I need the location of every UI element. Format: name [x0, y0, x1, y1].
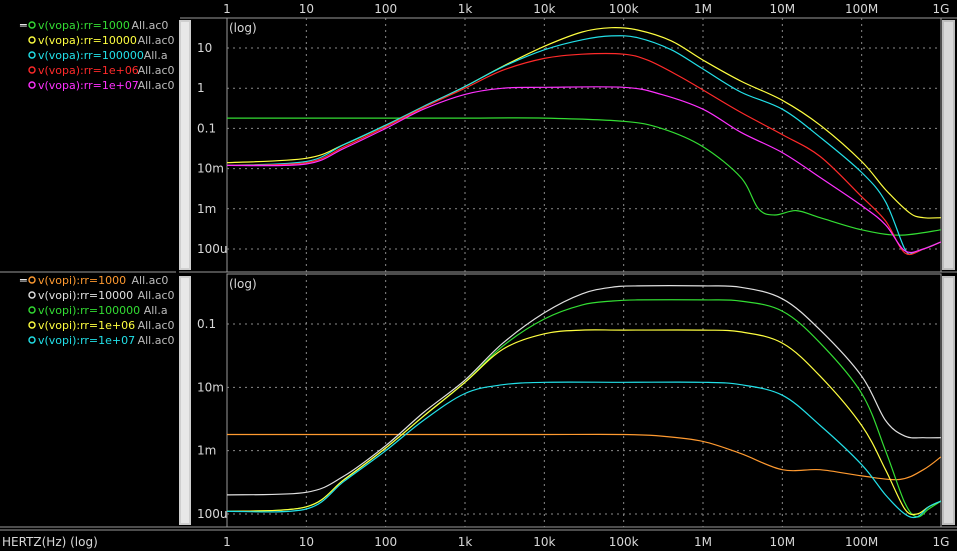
- legend-series-name[interactable]: v(vopi):rr=1e+07: [38, 334, 135, 347]
- legend-marker-first: ═: [19, 19, 27, 32]
- x-tick-bottom-label: 10: [299, 535, 314, 549]
- y-tick-label: 100u: [197, 242, 228, 256]
- y-scrollbar-thumb[interactable]: [181, 278, 189, 523]
- legend-run-name: All.ac0: [138, 334, 175, 347]
- x-tick-top-label: 1G: [933, 2, 950, 16]
- y-tick-label: 10m: [197, 380, 224, 394]
- x-tick-top-label: 1: [223, 2, 231, 16]
- legend-run-name: All.a: [144, 49, 168, 62]
- x-tick-top-label: 1M: [694, 2, 712, 16]
- x-tick-top-label: 10: [299, 2, 314, 16]
- legend-run-name: All.a: [144, 304, 168, 317]
- x-tick-bottom-label: 100: [374, 535, 397, 549]
- legend-run-name: All.ac0: [138, 34, 175, 47]
- right-scrollbar-thumb[interactable]: [944, 278, 953, 523]
- right-scrollbar-thumb[interactable]: [944, 22, 953, 268]
- legend-series-name[interactable]: v(vopi):rr=100000: [38, 304, 140, 317]
- x-tick-bottom-label: 10k: [533, 535, 555, 549]
- x-tick-bottom-label: 100k: [609, 535, 639, 549]
- legend-run-name: All.ac0: [138, 64, 175, 77]
- legend-run-name: All.ac0: [132, 274, 169, 287]
- x-tick-top-label: 100k: [609, 2, 639, 16]
- x-tick-top-label: 1k: [458, 2, 473, 16]
- x-tick-bottom-label: 1M: [694, 535, 712, 549]
- x-tick-bottom-label: 100M: [845, 535, 878, 549]
- legend-series-name[interactable]: v(vopa):rr=1e+06: [38, 64, 139, 77]
- y-scrollbar-thumb[interactable]: [181, 22, 189, 268]
- y-tick-label: 10: [197, 41, 212, 55]
- x-tick-top-label: 100M: [845, 2, 878, 16]
- y-tick-label: 1: [197, 81, 205, 95]
- y-tick-label: 10m: [197, 162, 224, 176]
- y-tick-label: 1m: [197, 202, 216, 216]
- legend-series-name[interactable]: v(vopa):rr=10000: [38, 34, 137, 47]
- legend-run-name: All.ac0: [138, 79, 175, 92]
- legend-run-name: All.ac0: [132, 19, 169, 32]
- x-tick-bottom-label: 10M: [770, 535, 796, 549]
- x-tick-bottom-label: 1: [223, 535, 231, 549]
- legend-series-name[interactable]: v(vopi):rr=1e+06: [38, 319, 135, 332]
- y-tick-label: 1m: [197, 444, 216, 458]
- x-tick-top-label: 100: [374, 2, 397, 16]
- legend-series-name[interactable]: v(vopi):rr=1000: [38, 274, 126, 287]
- legend-series-name[interactable]: v(vopa):rr=100000: [38, 49, 144, 62]
- y-scale-tag: (log): [229, 21, 257, 35]
- x-tick-top-label: 10M: [770, 2, 796, 16]
- legend-series-name[interactable]: v(vopa):rr=1e+07: [38, 79, 139, 92]
- y-tick-label: 0.1: [197, 317, 216, 331]
- legend-marker-first: ═: [19, 274, 27, 287]
- legend-series-name[interactable]: v(vopi):rr=10000: [38, 289, 133, 302]
- y-scale-tag: (log): [229, 277, 257, 291]
- legend-run-name: All.ac0: [138, 289, 175, 302]
- legend-series-name[interactable]: v(vopa):rr=1000: [38, 19, 130, 32]
- x-axis-label: HERTZ(Hz) (log): [2, 535, 98, 549]
- legend-run-name: All.ac0: [138, 319, 175, 332]
- x-tick-top-label: 10k: [533, 2, 555, 16]
- legend-clip-mask: [176, 20, 179, 525]
- x-tick-bottom-label: 1k: [458, 535, 473, 549]
- x-tick-bottom-label: 1G: [933, 535, 950, 549]
- y-tick-label: 100u: [197, 507, 228, 521]
- y-tick-label: 0.1: [197, 121, 216, 135]
